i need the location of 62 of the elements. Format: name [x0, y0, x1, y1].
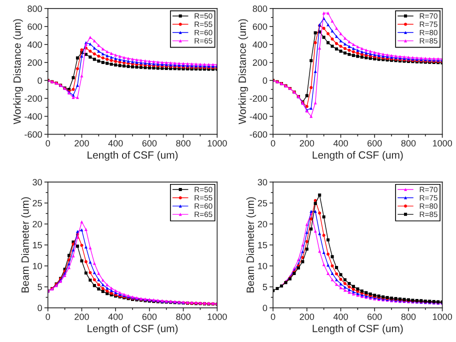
- x-tick-label: 200: [300, 140, 314, 146]
- y-tick-label: 5: [262, 284, 268, 290]
- x-tick-label: 600: [368, 314, 382, 320]
- x-tick-label: 1000: [432, 140, 452, 146]
- y-tick-label: 200: [252, 59, 268, 66]
- x-tick-label: 400: [108, 314, 123, 320]
- y-tick-label: 25: [258, 200, 268, 206]
- x-tick-label: 1000: [432, 314, 452, 320]
- y-tick-label: 0: [38, 77, 42, 84]
- x-tick-label: 200: [74, 314, 89, 320]
- y-tick-label: -200: [250, 95, 268, 102]
- x-axis-title: Length of CSF (um): [312, 324, 403, 334]
- y-tick-label: 800: [28, 6, 42, 12]
- x-tick-label: 0: [270, 314, 276, 320]
- y-tick-label: 20: [258, 220, 268, 228]
- x-tick-label: 0: [270, 140, 276, 146]
- x-tick-label: 800: [176, 140, 190, 146]
- y-tick-label: 30: [32, 179, 42, 186]
- x-tick-label: 200: [300, 314, 314, 320]
- x-tick-label: 0: [46, 140, 50, 146]
- y-tick-label: 25: [32, 200, 42, 206]
- y-tick-label: -200: [24, 95, 42, 102]
- y-tick-label: 0: [262, 304, 268, 312]
- y-tick-label: 10: [258, 262, 268, 270]
- x-axis-title: Length of CSF (um): [88, 151, 178, 161]
- y-tick-label: 200: [28, 59, 42, 66]
- x-tick-label: 600: [142, 140, 157, 146]
- x-tick-label: 800: [401, 140, 416, 146]
- y-tick-label: 5: [38, 284, 42, 290]
- y-tick-label: 600: [252, 23, 268, 30]
- y-tick-label: -400: [250, 113, 268, 120]
- y-tick-label: 400: [252, 41, 268, 48]
- y-axis-title: Beam Diameter (um): [21, 197, 31, 292]
- y-axis-title: Working Distance (um): [13, 19, 23, 124]
- y-tick-label: -600: [250, 131, 268, 138]
- y-tick-label: 15: [32, 242, 42, 248]
- y-tick-label: -400: [24, 113, 42, 120]
- y-tick-label: -600: [24, 131, 42, 138]
- x-tick-label: 0: [46, 314, 50, 320]
- x-tick-label: 400: [333, 140, 348, 146]
- x-axis-title: Length of CSF (um): [312, 151, 403, 161]
- y-tick-label: 0: [262, 77, 268, 84]
- x-tick-label: 200: [74, 140, 89, 146]
- y-tick-label: 30: [258, 179, 268, 186]
- y-tick-label: 0: [38, 304, 42, 312]
- x-tick-label: 400: [333, 314, 348, 320]
- y-tick-label: 15: [258, 242, 268, 248]
- x-tick-label: 600: [368, 140, 382, 146]
- x-tick-label: 600: [142, 314, 157, 320]
- y-tick-label: 800: [252, 6, 268, 12]
- y-axis-title: Beam Diameter (um): [246, 197, 256, 292]
- y-tick-label: 400: [27, 41, 42, 48]
- y-tick-label: 600: [28, 23, 42, 30]
- x-tick-label: 400: [108, 140, 123, 146]
- y-tick-label: 20: [32, 220, 42, 228]
- x-tick-label: 1000: [208, 314, 227, 320]
- y-axis-title: Working Distance (um): [238, 19, 248, 124]
- x-tick-label: 800: [176, 314, 190, 320]
- x-tick-label: 1000: [208, 140, 227, 146]
- x-tick-label: 800: [401, 314, 416, 320]
- y-tick-label: 10: [32, 262, 42, 270]
- x-axis-title: Length of CSF (um): [88, 324, 178, 334]
